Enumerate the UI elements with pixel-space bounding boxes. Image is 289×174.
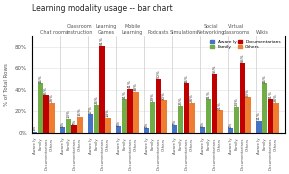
Bar [122, 99, 127, 133]
Bar [262, 83, 267, 133]
Bar [178, 106, 183, 133]
Bar [60, 127, 65, 133]
Text: 17%: 17% [89, 105, 93, 114]
Bar [234, 107, 239, 133]
Text: 46%: 46% [38, 74, 42, 83]
Text: 7%: 7% [173, 118, 177, 125]
Text: 50%: 50% [156, 70, 160, 78]
Bar [245, 97, 251, 133]
Text: 31%: 31% [268, 90, 272, 99]
Bar [43, 95, 49, 133]
Bar [99, 46, 105, 133]
Bar [94, 105, 99, 133]
Bar [77, 117, 83, 133]
Bar [144, 128, 149, 133]
Bar [49, 103, 55, 133]
Bar [217, 110, 223, 133]
Text: 25%: 25% [179, 97, 182, 105]
Bar [172, 125, 177, 133]
Bar [161, 100, 167, 133]
Bar [228, 128, 234, 133]
Bar [66, 119, 71, 133]
Text: 5%: 5% [201, 121, 205, 127]
Bar [38, 83, 43, 133]
Bar [150, 101, 155, 133]
Bar [273, 103, 279, 133]
Bar [71, 125, 77, 133]
Text: 26%: 26% [95, 96, 99, 104]
Text: 31%: 31% [207, 90, 210, 99]
Text: 28%: 28% [190, 93, 194, 102]
Text: 21%: 21% [218, 101, 222, 110]
Text: 28%: 28% [274, 93, 278, 102]
Y-axis label: % of Total Rows: % of Total Rows [4, 63, 9, 106]
Bar [127, 89, 133, 133]
Bar [268, 99, 273, 133]
Bar [212, 74, 217, 133]
Text: Learning modality usage -- bar chart: Learning modality usage -- bar chart [32, 4, 173, 13]
Legend: Aware ly, Family, Documentarians, Others: Aware ly, Family, Documentarians, Others [209, 38, 283, 51]
Text: 30%: 30% [162, 91, 166, 100]
Text: 7%: 7% [72, 118, 76, 125]
Text: 29%: 29% [151, 92, 155, 101]
Text: 4%: 4% [229, 121, 233, 128]
Text: 13%: 13% [66, 109, 71, 118]
Bar [88, 114, 93, 133]
Text: 5%: 5% [61, 121, 65, 127]
Text: 46%: 46% [262, 74, 266, 83]
Text: 65%: 65% [240, 54, 244, 62]
Bar [240, 63, 245, 133]
Bar [256, 121, 262, 133]
Text: 14%: 14% [106, 108, 110, 117]
Bar [133, 92, 139, 133]
Text: 35%: 35% [44, 86, 48, 94]
Text: 55%: 55% [212, 65, 216, 73]
Text: 6%: 6% [117, 120, 121, 126]
Bar [184, 83, 189, 133]
Text: 81%: 81% [100, 37, 104, 45]
Bar [189, 103, 195, 133]
Bar [206, 99, 211, 133]
Text: 11%: 11% [257, 112, 261, 120]
Text: 1%: 1% [33, 125, 37, 131]
Text: 24%: 24% [235, 98, 238, 106]
Text: 28%: 28% [50, 93, 54, 102]
Text: 31%: 31% [123, 90, 127, 99]
Bar [116, 126, 121, 133]
Text: 4%: 4% [145, 121, 149, 128]
Text: 46%: 46% [184, 74, 188, 83]
Text: 41%: 41% [128, 79, 132, 88]
Bar [105, 118, 111, 133]
Bar [155, 79, 161, 133]
Text: 15%: 15% [78, 107, 82, 116]
Text: 38%: 38% [134, 83, 138, 91]
Text: 33%: 33% [246, 88, 250, 97]
Bar [32, 132, 37, 133]
Bar [200, 127, 205, 133]
